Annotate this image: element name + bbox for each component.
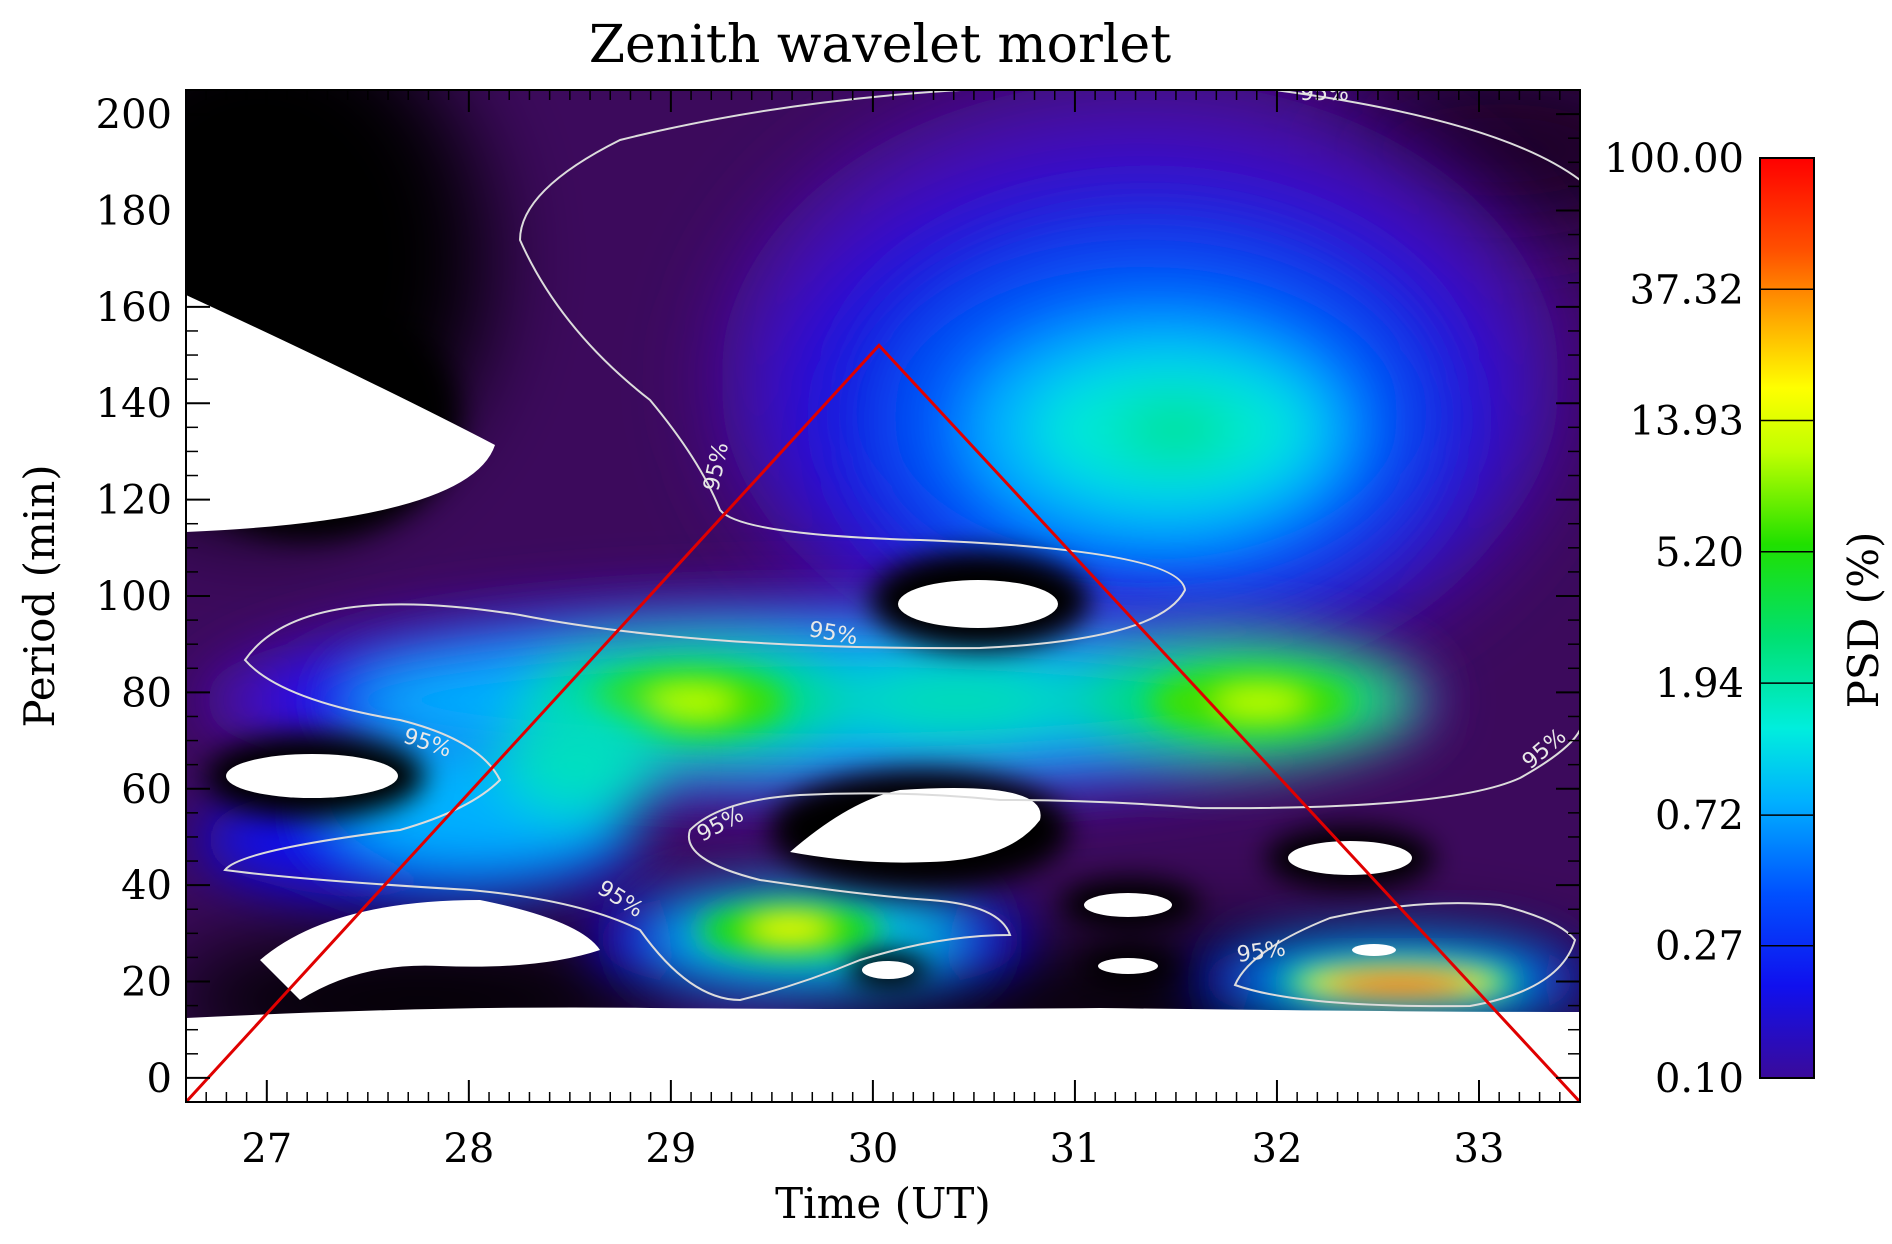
y-axis-title: Period (min) (15, 464, 64, 727)
colorbar-tick-label: 100.00 (1604, 136, 1744, 182)
colorbar-tick-label: 37.32 (1629, 267, 1744, 313)
x-tick-label: 30 (847, 1126, 898, 1172)
y-tick-label: 180 (96, 188, 172, 234)
y-tick-label: 20 (121, 960, 172, 1006)
y-tick-label: 0 (147, 1056, 172, 1102)
x-tick-label: 27 (241, 1126, 292, 1172)
colorbar-tick-label: 5.20 (1655, 530, 1744, 576)
y-tick-label: 160 (96, 285, 172, 331)
y-tick-label: 40 (121, 863, 172, 909)
x-tick-label: 28 (443, 1126, 494, 1172)
y-tick-label: 120 (96, 478, 172, 524)
heatmap-field: 95% 95% 95% 95% 95% 95% 95% 95% (186, 81, 1580, 1102)
colorbar-gradient (1759, 157, 1815, 1079)
y-tick-label: 100 (96, 574, 172, 620)
cone-of-influence-line (186, 343, 1580, 1102)
y-tick-label: 140 (96, 381, 172, 427)
y-tick-label: 60 (121, 767, 172, 813)
y-axis: 0 20 40 60 80 100 120 140 160 180 200 (96, 92, 1580, 1102)
x-tick-label: 32 (1252, 1126, 1303, 1172)
colorbar-title: PSD (%) (1839, 532, 1888, 709)
significance-contours (223, 90, 1580, 1008)
x-tick-label: 31 (1049, 1126, 1100, 1172)
colorbar-tick-label: 0.72 (1655, 793, 1744, 839)
colorbar-ticks: 100.00 37.32 13.93 5.20 1.94 0.72 0.27 0.10 (1604, 136, 1814, 1102)
x-axis: 27 28 29 30 31 32 33 (185, 90, 1581, 1172)
x-tick-label: 29 (645, 1126, 696, 1172)
y-tick-label: 80 (121, 670, 172, 716)
colorbar: 100.00 37.32 13.93 5.20 1.94 0.72 0.27 0.10 PSD… (1604, 136, 1888, 1102)
colorbar-tick-label: 0.10 (1655, 1056, 1744, 1102)
x-axis-title: Time (UT) (775, 1179, 991, 1228)
svg-text:95%: 95% (1300, 81, 1349, 106)
y-tick-label: 200 (96, 92, 172, 138)
x-tick-label: 33 (1454, 1126, 1505, 1172)
colorbar-tick-label: 1.94 (1655, 661, 1744, 707)
colorbar-tick-label: 0.27 (1655, 924, 1744, 970)
chart-title: Zenith wavelet morlet (589, 15, 1171, 75)
colorbar-tick-label: 13.93 (1629, 399, 1744, 445)
